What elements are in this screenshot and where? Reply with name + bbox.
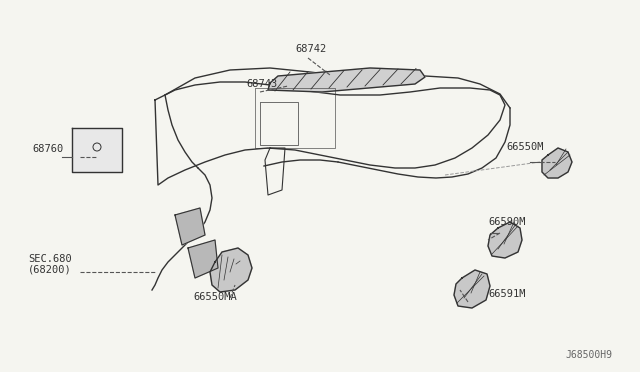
Text: 66590M: 66590M (488, 217, 525, 227)
Text: 68743: 68743 (246, 79, 277, 89)
Text: 68760: 68760 (32, 144, 63, 154)
Polygon shape (175, 208, 205, 245)
Polygon shape (188, 240, 218, 278)
Polygon shape (542, 148, 572, 178)
Text: (68200): (68200) (28, 264, 72, 274)
Text: 66591M: 66591M (488, 289, 525, 299)
Text: 68742: 68742 (295, 44, 326, 54)
Polygon shape (488, 222, 522, 258)
Text: J68500H9: J68500H9 (565, 350, 612, 360)
Text: SEC.680: SEC.680 (28, 254, 72, 264)
Text: 66550MA: 66550MA (193, 292, 237, 302)
Polygon shape (268, 68, 425, 92)
Text: 66550M: 66550M (506, 142, 543, 152)
Polygon shape (454, 270, 490, 308)
Polygon shape (210, 248, 252, 292)
Polygon shape (72, 128, 122, 172)
